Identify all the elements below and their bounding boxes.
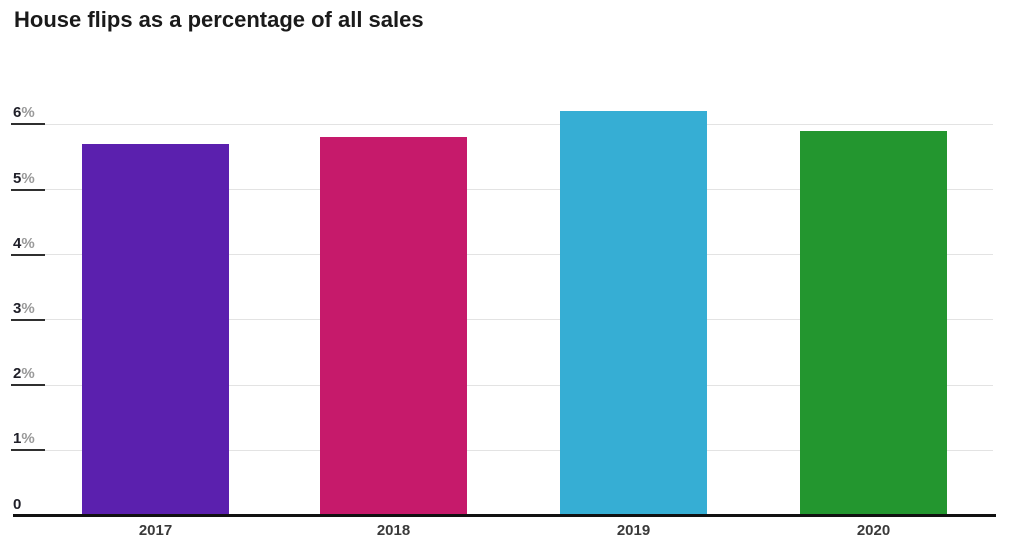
gridline	[11, 189, 993, 190]
percent-sign: %	[21, 104, 35, 122]
bar-2018	[320, 137, 467, 516]
percent-sign: %	[21, 299, 35, 317]
y-axis-tick-label: 4%	[13, 235, 35, 253]
y-axis-tick-label: 3%	[13, 300, 35, 318]
bar-2017	[82, 143, 229, 516]
y-axis-tick-label: 2%	[13, 365, 35, 383]
y-tick-number: 1	[13, 430, 22, 448]
gridline	[11, 384, 993, 386]
y-axis-tick-label: 0	[13, 496, 21, 514]
y-tick-mark	[11, 318, 45, 321]
gridline	[11, 254, 993, 256]
bar-2019	[560, 111, 707, 516]
y-tick-number: 2	[13, 365, 22, 383]
x-axis-label: 2020	[856, 522, 891, 539]
y-tick-mark	[11, 253, 45, 256]
y-tick-mark	[11, 384, 45, 387]
y-tick-mark	[11, 449, 45, 452]
percent-sign: %	[21, 234, 35, 252]
bar-2020	[800, 130, 947, 516]
y-tick-number: 5	[13, 169, 22, 187]
y-tick-number: 6	[13, 104, 22, 122]
y-tick-number: 3	[13, 299, 22, 317]
x-axis-baseline	[13, 514, 996, 517]
percent-sign: %	[21, 430, 35, 448]
y-tick-mark	[11, 123, 45, 126]
y-axis-tick-label: 6%	[13, 104, 35, 122]
y-tick-number: 0	[13, 495, 22, 513]
gridline	[11, 449, 993, 451]
y-axis-tick-label: 1%	[13, 430, 35, 448]
gridline	[11, 123, 993, 125]
y-tick-mark	[11, 188, 45, 191]
gridline	[11, 319, 993, 321]
x-axis-label: 2017	[138, 522, 173, 539]
percent-sign: %	[21, 169, 35, 187]
x-axis-label: 2018	[376, 522, 411, 539]
chart-title: House flips as a percentage of all sales	[14, 7, 424, 32]
x-axis-label: 2019	[616, 522, 651, 539]
percent-sign: %	[21, 365, 35, 383]
y-axis-tick-label: 5%	[13, 170, 35, 188]
y-tick-number: 4	[13, 234, 22, 252]
